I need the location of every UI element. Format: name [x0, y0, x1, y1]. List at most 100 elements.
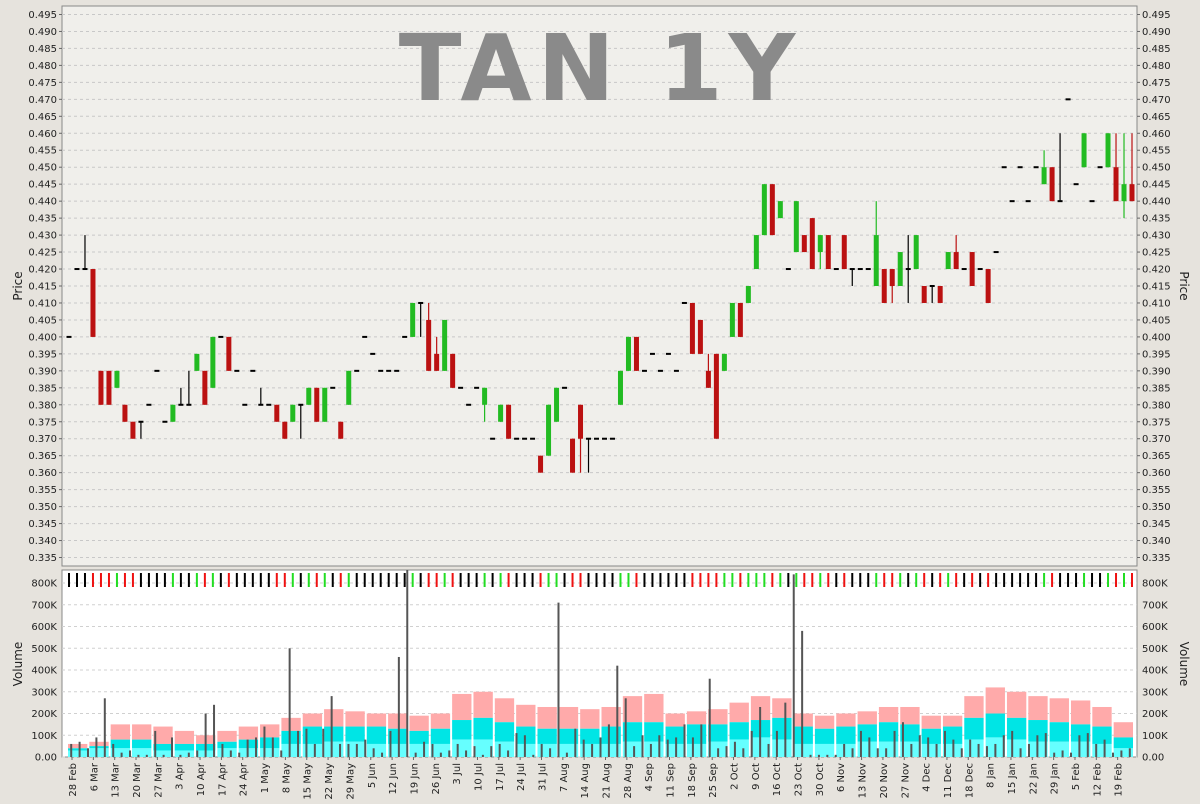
- candle: [897, 252, 903, 286]
- candle-body: [977, 268, 983, 271]
- volume-bar: [448, 750, 451, 757]
- volume-bar: [633, 746, 636, 757]
- volume-band-mean: [686, 743, 707, 757]
- volume-tick-label-right: 200K: [1142, 709, 1168, 720]
- candle-body: [617, 370, 623, 405]
- candle-body: [426, 319, 432, 371]
- candle-body: [226, 336, 232, 371]
- volume-bar: [1128, 748, 1131, 757]
- candle-body: [74, 268, 80, 271]
- candle-body: [857, 268, 863, 271]
- volume-band-mean: [89, 748, 109, 757]
- candle: [1073, 183, 1079, 186]
- candle: [98, 370, 104, 405]
- volume-band-mean: [1049, 741, 1069, 757]
- volume-bar: [330, 696, 333, 757]
- volume-bar: [700, 724, 703, 757]
- volume-band-lower: [1092, 726, 1112, 744]
- volume-band-upper: [1006, 691, 1027, 718]
- price-panel: 0.335 0.335 0.340 0.340 0.345 0.345 0.350 0.350…: [11, 5, 1191, 567]
- candle: [186, 370, 192, 406]
- volume-band-lower: [814, 728, 835, 744]
- candle-body: [745, 286, 751, 303]
- candle: [474, 386, 480, 389]
- candle-body: [138, 420, 144, 423]
- candle: [641, 369, 647, 372]
- candle-body: [546, 404, 552, 456]
- candle: [937, 286, 943, 303]
- volume-bar: [893, 730, 896, 757]
- price-tick-label-left: 0.465: [28, 112, 57, 123]
- candle: [673, 369, 679, 372]
- price-tick-label-left: 0.475: [28, 78, 57, 89]
- price-tick-label-right: 0.365: [1142, 451, 1171, 462]
- candle-body: [1129, 184, 1135, 202]
- volume-band-upper: [686, 711, 707, 725]
- volume-band-lower: [281, 730, 301, 744]
- candle-body: [633, 336, 639, 371]
- candle: [202, 370, 208, 405]
- candle-body: [586, 437, 592, 440]
- volume-tick-label-left: 600K: [31, 622, 57, 633]
- volume-band-lower: [430, 728, 451, 744]
- volume-bar: [817, 754, 820, 757]
- candle: [330, 386, 336, 389]
- date-tick-label: 20 Mar: [132, 762, 143, 798]
- volume-bar: [171, 737, 174, 757]
- candle-body: [570, 438, 576, 473]
- volume-axis-label-right: Volume: [1177, 642, 1191, 687]
- volume-tick-label-left: 0.00: [35, 753, 57, 764]
- candle-body: [330, 386, 336, 389]
- candle: [921, 286, 927, 303]
- candle-body: [681, 301, 687, 304]
- volume-band-lower: [132, 739, 152, 749]
- candle: [322, 387, 328, 422]
- volume-band-lower: [985, 713, 1005, 738]
- volume-bar: [985, 746, 988, 757]
- volume-bar: [1103, 739, 1106, 757]
- volume-band-lower: [793, 726, 813, 744]
- candle: [370, 352, 376, 355]
- volume-band-upper: [814, 715, 835, 729]
- volume-bar: [960, 748, 963, 757]
- date-tick-label: 4 Sep: [644, 763, 655, 791]
- price-tick-label-right: 0.455: [1142, 146, 1171, 157]
- candle-body: [530, 437, 536, 440]
- candle: [745, 286, 751, 303]
- candle-body: [458, 386, 464, 389]
- candle-body: [506, 404, 512, 439]
- volume-bar: [935, 743, 938, 757]
- candle: [538, 455, 544, 473]
- candle: [594, 437, 600, 440]
- price-tick-label-left: 0.425: [28, 248, 57, 259]
- candle: [1121, 133, 1127, 219]
- date-tick-label: 18 Sep: [687, 763, 698, 798]
- candle: [633, 336, 639, 371]
- volume-band-mean: [772, 739, 792, 757]
- volume-tick-label-right: 300K: [1142, 687, 1168, 698]
- volume-band-upper: [836, 713, 856, 727]
- candle-body: [1097, 166, 1103, 169]
- candle: [1041, 150, 1047, 185]
- candle: [282, 421, 288, 439]
- volume-band-upper: [302, 713, 323, 727]
- volume-band-upper: [110, 724, 131, 740]
- volume-bar: [775, 730, 778, 757]
- candle: [122, 404, 128, 422]
- candle: [777, 201, 783, 219]
- volume-bar: [255, 737, 258, 757]
- volume-bar: [868, 737, 871, 757]
- volume-bar: [1011, 730, 1014, 757]
- volume-tick-label-right: 500K: [1142, 644, 1168, 655]
- candle: [402, 335, 408, 338]
- volume-bar: [733, 741, 736, 757]
- candle: [74, 268, 80, 271]
- volume-band-lower: [729, 722, 749, 740]
- candle-body: [578, 404, 584, 439]
- price-tick-label-right: 0.415: [1142, 282, 1171, 293]
- candle-body: [913, 235, 919, 270]
- candle-body: [969, 252, 975, 286]
- volume-bar: [280, 750, 283, 757]
- price-tick-label-left: 0.480: [28, 61, 57, 72]
